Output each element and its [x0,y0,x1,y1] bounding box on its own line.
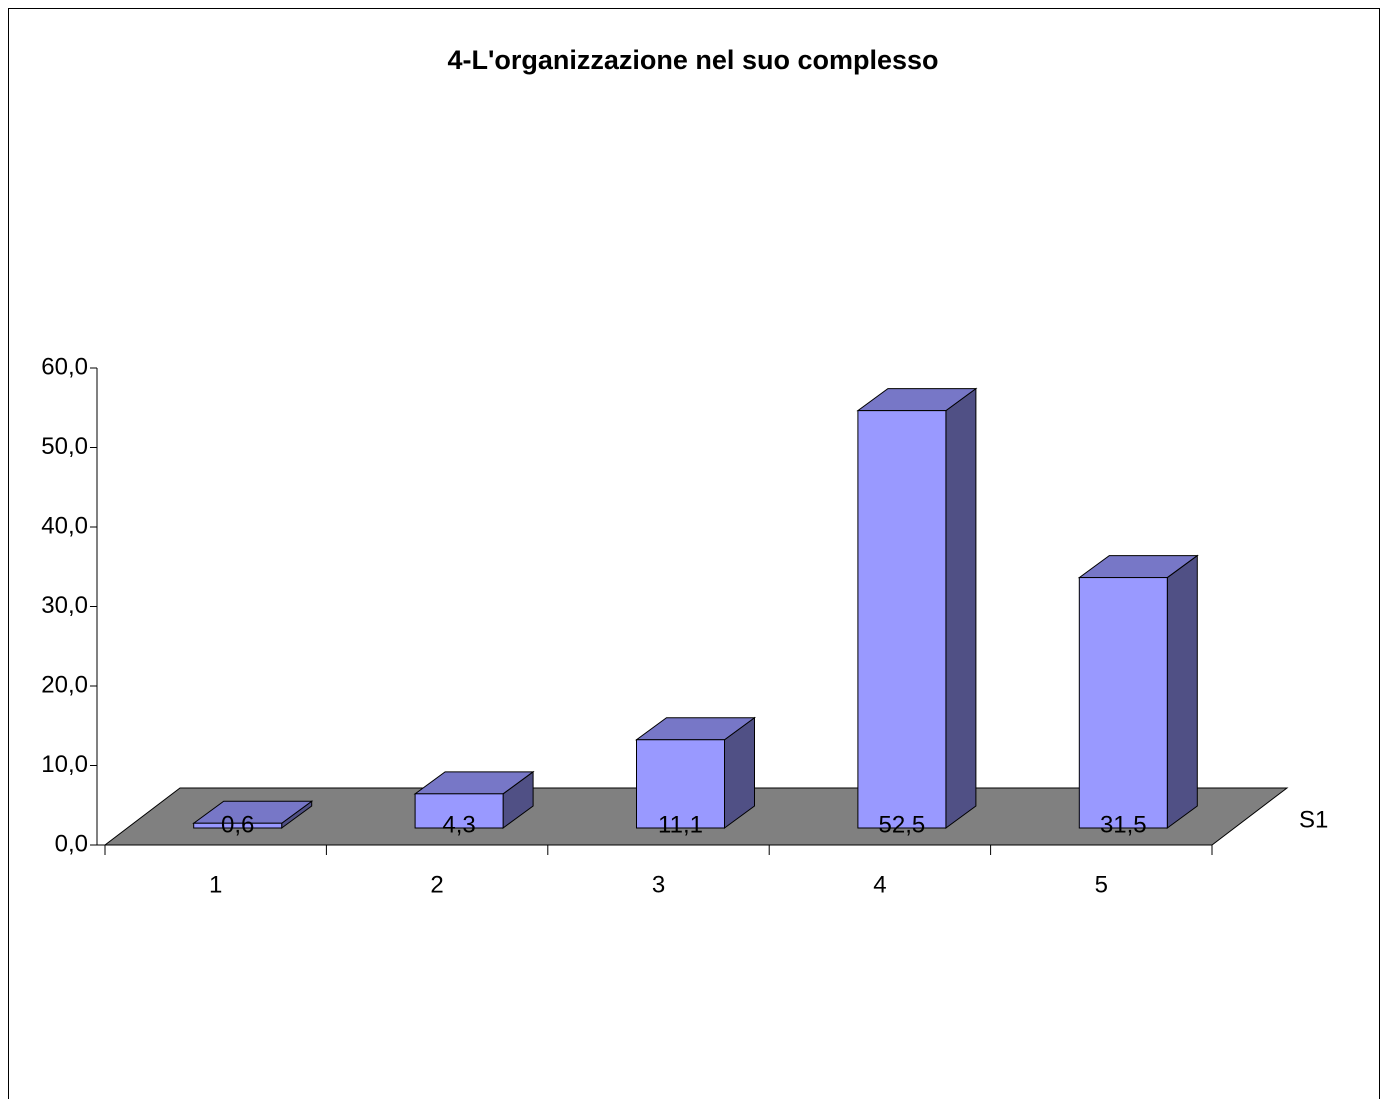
bar [414,793,504,829]
bar [857,410,947,829]
value-label: 52,5 [879,811,926,838]
x-tick-label: 4 [873,871,886,898]
y-tick-label: 60,0 [41,353,88,380]
y-tick-label: 0,0 [55,830,88,857]
x-tick-label: 5 [1095,871,1108,898]
x-tick-label: 2 [430,871,443,898]
bar [1078,577,1168,829]
chart-border [8,8,1380,1099]
value-label: 4,3 [442,811,475,838]
value-label: 31,5 [1100,811,1147,838]
bar-side [1166,554,1198,829]
x-tick-label: 1 [209,871,222,898]
y-tick-label: 30,0 [41,592,88,619]
chart-title: 4-L'organizzazione nel suo complesso [447,45,938,75]
bar [193,822,283,829]
x-tick-label: 3 [652,871,665,898]
depth-label: S1 [1299,806,1328,833]
bar [636,739,725,829]
y-tick-label: 10,0 [41,751,88,778]
bar-side [945,387,977,829]
value-label: 0,6 [221,811,254,838]
y-tick-label: 20,0 [41,671,88,698]
y-tick-label: 40,0 [41,512,88,539]
value-label: 11,1 [658,811,703,838]
y-tick-label: 50,0 [41,433,88,460]
